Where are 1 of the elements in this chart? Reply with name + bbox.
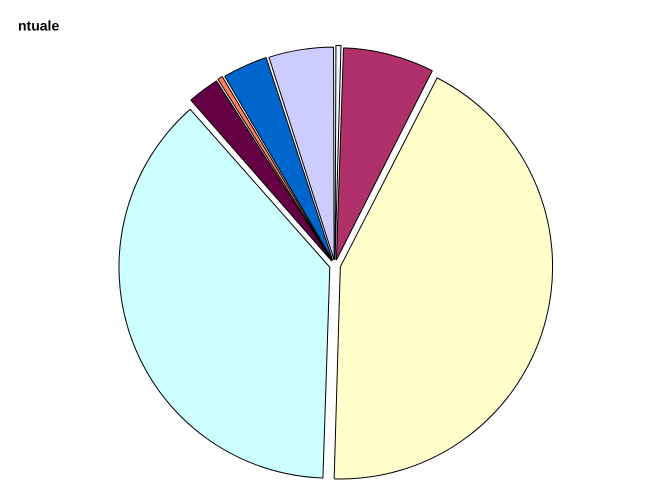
chart-title: ntuale xyxy=(18,17,60,34)
